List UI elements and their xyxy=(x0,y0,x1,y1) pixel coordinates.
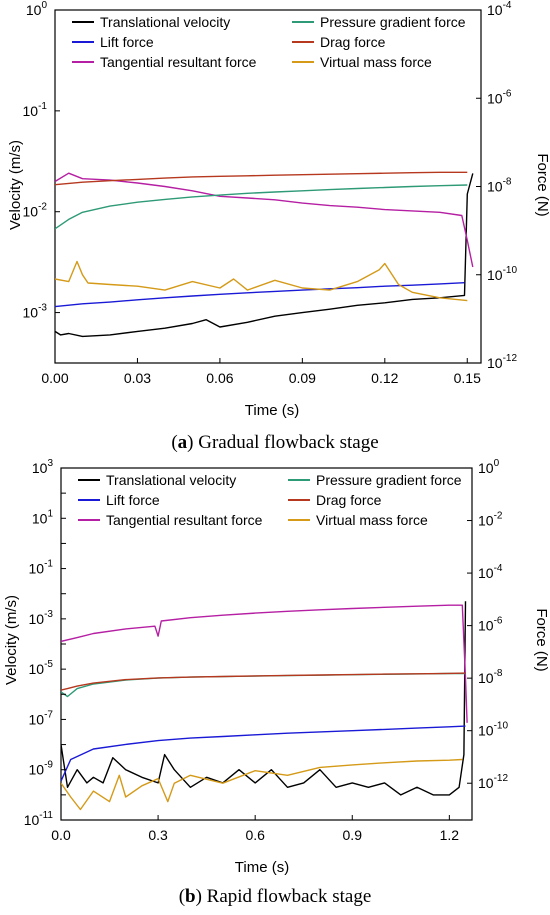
chart-panel-b: 0.0 0.3 0.6 0.9 1.2 10310110-110-310-510-710… xyxy=(3,458,550,907)
y-axis-right: 100 10-2 10-4 10-6 10-8 10-10 10-12 xyxy=(467,458,508,791)
y-right-tick-label: 10-10 xyxy=(487,265,517,283)
legend: Translational velocity Pressure gradient … xyxy=(72,14,466,70)
series-line-virtual-mass-force xyxy=(55,260,468,302)
series-line-virtual-mass-force xyxy=(61,758,463,811)
y-axis-right: 10-4 10-6 10-8 10-10 10-12 xyxy=(476,0,517,371)
x-tick-label: 0.6 xyxy=(245,827,265,843)
y-axis-label-left: Velocity (m/s) xyxy=(7,140,24,230)
y-left-tick-label: 10-2 xyxy=(23,202,48,220)
x-axis-label: Time (s) xyxy=(245,402,299,419)
legend-label: Drag force xyxy=(316,492,382,508)
x-tick-label: 0.9 xyxy=(343,827,363,843)
x-axis-label: Time (s) xyxy=(235,859,289,876)
caption-letter: a xyxy=(178,432,188,453)
legend-label: Virtual mass force xyxy=(320,54,432,70)
legend-label: Pressure gradient force xyxy=(316,472,462,488)
y-left-tick-label: 10-1 xyxy=(23,101,48,119)
chart-panel-a: 0.00 0.03 0.06 0.09 0.12 0.15 100 10-1 10-2 10-3… xyxy=(7,0,550,453)
y-right-tick-label: 100 xyxy=(478,458,500,476)
x-tick-label: 0.06 xyxy=(206,370,233,386)
y-right-tick-label: 10-6 xyxy=(478,616,503,634)
caption-text: Gradual flowback stage xyxy=(198,432,378,453)
series-line-pressure-gradient-force xyxy=(61,672,466,698)
x-axis: 0.00 0.03 0.06 0.09 0.12 0.15 xyxy=(41,358,481,386)
series-group xyxy=(55,171,474,338)
y-left-tick-label: 103 xyxy=(32,458,54,476)
y-axis-label-right: Force (N) xyxy=(534,153,550,216)
legend-label: Tangential resultant force xyxy=(100,54,257,70)
y-axis-label-right: Force (N) xyxy=(533,608,550,671)
series-line-pressure-gradient-force xyxy=(55,184,468,230)
x-tick-label: 0.3 xyxy=(148,827,168,843)
y-axis-left: 100 10-1 10-2 10-3 xyxy=(23,0,60,321)
series-line-tangential-resultant-force xyxy=(61,604,468,723)
y-right-tick-label: 10-4 xyxy=(478,563,503,581)
series-line-translational-velocity xyxy=(61,601,467,796)
x-tick-label: 0.09 xyxy=(289,370,316,386)
legend-label: Lift force xyxy=(106,492,160,508)
legend-label: Translational velocity xyxy=(106,472,236,488)
y-left-tick-label: 10-7 xyxy=(29,709,54,727)
y-axis-left: 103 101 10-1 10-3 10-5 10-7 10-9 10-11 xyxy=(24,458,66,828)
x-tick-label: 0.15 xyxy=(454,370,481,386)
x-tick-label: 0.0 xyxy=(51,827,71,843)
caption-a: (a) Gradual flowback stage xyxy=(171,432,378,453)
y-right-tick-label: 10-8 xyxy=(478,668,503,686)
legend: Translational velocity Pressure gradient … xyxy=(78,472,462,528)
x-axis: 0.0 0.3 0.6 0.9 1.2 xyxy=(51,815,459,843)
y-left-tick-label: 10-9 xyxy=(29,760,54,778)
y-left-tick-label: 10-3 xyxy=(23,303,48,321)
legend-label: Pressure gradient force xyxy=(320,14,466,30)
x-tick-label: 0.03 xyxy=(124,370,151,386)
caption-text: Rapid flowback stage xyxy=(207,886,372,907)
y-left-tick-label: 100 xyxy=(26,0,48,18)
y-right-tick-label: 10-8 xyxy=(487,177,512,195)
y-right-tick-label: 10-6 xyxy=(487,88,512,106)
x-tick-label: 1.2 xyxy=(440,827,460,843)
y-left-tick-label: 10-11 xyxy=(24,810,54,828)
y-right-tick-label: 10-2 xyxy=(478,511,503,529)
legend-label: Drag force xyxy=(320,34,386,50)
series-line-lift-force xyxy=(61,725,466,782)
y-axis-label-left: Velocity (m/s) xyxy=(3,595,20,685)
y-left-tick-label: 10-3 xyxy=(29,609,54,627)
y-right-tick-label: 10-12 xyxy=(478,773,508,791)
y-left-tick-label: 10-1 xyxy=(29,559,54,577)
legend-label: Virtual mass force xyxy=(316,512,428,528)
y-left-tick-label: 10-5 xyxy=(29,659,54,677)
y-right-tick-label: 10-12 xyxy=(487,353,517,371)
series-line-drag-force xyxy=(61,672,466,691)
y-right-tick-label: 10-4 xyxy=(487,0,512,18)
y-right-tick-label: 10-10 xyxy=(478,721,508,739)
x-tick-label: 0.12 xyxy=(371,370,398,386)
y-left-tick-label: 101 xyxy=(32,508,54,526)
legend-label: Translational velocity xyxy=(100,14,230,30)
series-group xyxy=(61,601,468,811)
series-line-drag-force xyxy=(55,171,468,186)
legend-label: Lift force xyxy=(100,34,154,50)
x-tick-label: 0.00 xyxy=(41,370,68,386)
series-line-lift-force xyxy=(55,282,465,308)
series-line-translational-velocity xyxy=(55,173,474,338)
caption-letter: b xyxy=(185,886,196,907)
caption-b: (b) Rapid flowback stage xyxy=(179,886,372,907)
legend-label: Tangential resultant force xyxy=(106,512,263,528)
